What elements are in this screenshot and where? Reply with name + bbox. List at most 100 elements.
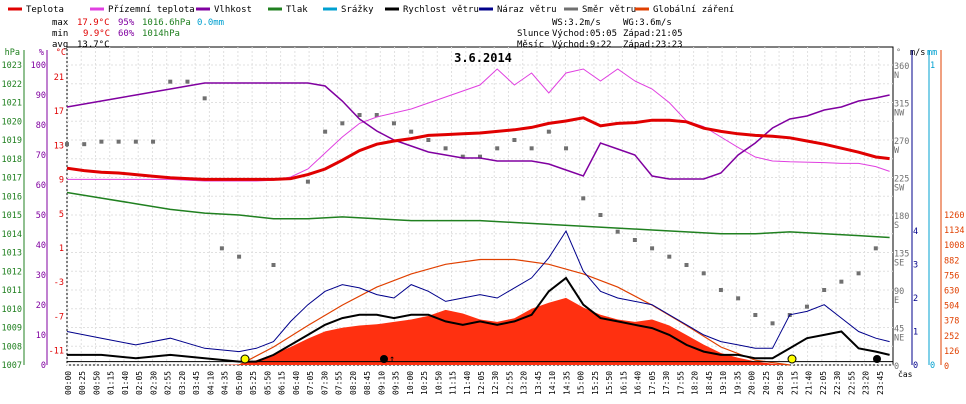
ms-tick-label: 1 xyxy=(913,328,918,338)
x-tick-label: 10:25 xyxy=(420,371,429,395)
hpa-tick-label: 1016 xyxy=(2,192,22,202)
moonset-marker xyxy=(873,355,881,363)
hpa-tick-label: 1021 xyxy=(2,99,22,109)
hpa-tick-label: 1011 xyxy=(2,286,22,296)
x-tick-label: 07:05 xyxy=(306,371,315,395)
wind-direction-point xyxy=(82,142,87,147)
x-tick-label: 04:10 xyxy=(206,371,215,395)
deg-tick-label: 225 xyxy=(894,175,909,185)
wind-direction-point xyxy=(133,139,138,144)
x-tick-label: 11:15 xyxy=(449,371,458,395)
legend-label: Globální záření xyxy=(653,5,734,15)
x-tick-label: 03:20 xyxy=(178,371,187,395)
celsius-axis-label: °C xyxy=(56,48,66,58)
x-tick-label: 09:10 xyxy=(377,371,386,395)
x-tick-label: 10:50 xyxy=(434,371,443,395)
x-tick-label: 03:45 xyxy=(192,371,201,395)
x-tick-label: 07:30 xyxy=(320,371,329,395)
wind-direction-point xyxy=(374,113,379,117)
celsius-tick-label: -3 xyxy=(54,278,64,288)
wind-direction-point xyxy=(546,129,551,134)
legend-label: Vlhkost xyxy=(214,5,252,15)
x-tick-label: 00:25 xyxy=(78,371,87,395)
wind-direction-point xyxy=(615,229,620,234)
wind-direction-point xyxy=(856,271,861,276)
wind-direction-point xyxy=(340,121,345,126)
pct-tick-label: 20 xyxy=(36,301,46,311)
stat-max-rain: 0.0mm xyxy=(197,18,224,28)
celsius-tick-label: 13 xyxy=(54,141,64,151)
x-tick-label: 17:30 xyxy=(662,371,671,395)
celsius-tick-label: 21 xyxy=(54,73,64,83)
wind-direction-point xyxy=(770,321,775,326)
wm2-tick-label: 504 xyxy=(944,302,959,312)
deg-tick-label: 315 xyxy=(894,100,909,110)
deg-dir-label: NE xyxy=(894,334,904,344)
celsius-tick-label: 5 xyxy=(59,210,64,220)
wind-direction-point xyxy=(151,139,156,144)
deg-tick-label: 270 xyxy=(894,137,909,147)
x-tick-label: 00:50 xyxy=(92,371,101,395)
x-tick-label: 15:50 xyxy=(605,371,614,395)
moon-arrow: ↑ xyxy=(389,354,395,365)
x-tick-label: 21:40 xyxy=(805,371,814,395)
wind-direction-point xyxy=(323,129,328,134)
x-tick-label: 17:55 xyxy=(676,371,685,395)
wind-direction-point xyxy=(804,304,809,309)
astro-block: WS:3.2m/s WG:3.6m/s Slunce Východ:05:05 … xyxy=(517,18,683,50)
legend-label: Teplota xyxy=(26,5,64,15)
x-tick-label: 07:55 xyxy=(335,371,344,395)
hpa-tick-label: 1013 xyxy=(2,249,22,259)
wind-direction-point xyxy=(512,138,517,142)
celsius-tick-label: -7 xyxy=(54,312,64,322)
ms-tick-label: 3 xyxy=(913,261,918,271)
wind-speed-line xyxy=(67,276,890,363)
pct-tick-label: 50 xyxy=(36,211,46,221)
hpa-tick-label: 1018 xyxy=(2,155,22,165)
wind-direction-point xyxy=(168,79,173,84)
sun-label: Slunce xyxy=(517,29,550,39)
chart-marks xyxy=(65,68,893,366)
x-tick-label: 16:40 xyxy=(634,371,643,395)
legend-label: Tlak xyxy=(286,5,308,15)
legend-label: Náraz větru xyxy=(497,5,557,15)
x-tick-label: 06:40 xyxy=(292,371,301,395)
pct-tick-label: 40 xyxy=(36,241,46,251)
wind-direction-point xyxy=(460,154,465,159)
wind-direction-point xyxy=(409,129,414,134)
wm2-tick-label: 252 xyxy=(944,332,959,342)
wind-direction-point xyxy=(564,146,569,151)
mm-tick-label: 1 xyxy=(930,61,935,71)
ms-tick-label: 2 xyxy=(913,294,918,304)
wind-direction-point xyxy=(822,288,827,292)
x-tick-label: 02:05 xyxy=(135,371,144,395)
x-tick-label: 12:55 xyxy=(505,371,514,395)
ms-tick-label: 0 xyxy=(913,361,918,371)
wind-direction-point xyxy=(357,113,362,117)
wind-direction-point xyxy=(271,263,276,267)
pct-tick-label: 100 xyxy=(31,61,46,71)
sunset-marker xyxy=(787,354,797,364)
hpa-tick-label: 1023 xyxy=(2,61,22,71)
hpa-tick-label: 1017 xyxy=(2,174,22,184)
wg-value: WG:3.6m/s xyxy=(623,18,672,28)
x-tick-label: 18:45 xyxy=(705,371,714,395)
x-tick-label: 16:15 xyxy=(619,371,628,395)
pressure-line xyxy=(66,191,890,239)
deg-dir-label: S xyxy=(894,221,899,231)
x-tick-label: 01:40 xyxy=(121,371,130,395)
x-tick-label: 09:35 xyxy=(392,371,401,395)
wind-direction-point xyxy=(185,79,190,84)
wind-direction-point xyxy=(237,254,242,259)
legend-label: Srážky xyxy=(341,5,374,15)
x-tick-label: 05:50 xyxy=(263,371,272,395)
wind-direction-point xyxy=(65,142,69,147)
wm2-tick-label: 126 xyxy=(944,347,959,357)
sun-rise: Východ:05:05 xyxy=(552,29,617,39)
hpa-tick-label: 1019 xyxy=(2,136,22,146)
wind-direction-point xyxy=(839,279,844,284)
hpa-tick-label: 1020 xyxy=(2,117,22,127)
deg-dir-label: N xyxy=(894,71,899,81)
wm2-tick-label: 0 xyxy=(944,362,949,372)
deg-dir-label: NW xyxy=(894,109,905,119)
